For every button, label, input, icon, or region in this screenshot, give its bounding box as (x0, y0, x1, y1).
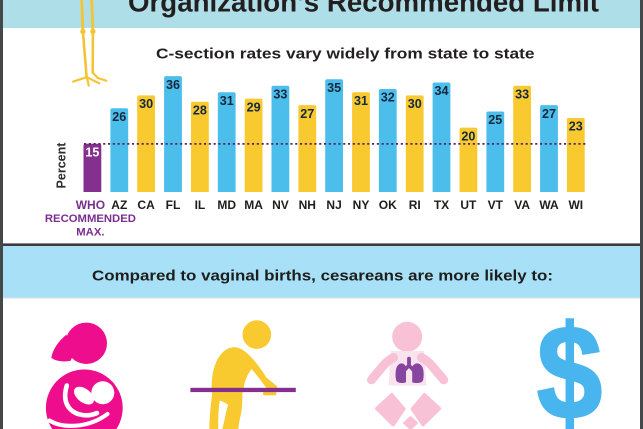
svg-text:WHO: WHO (76, 198, 105, 212)
svg-text:Organization’s Recommended Lim: Organization’s Recommended Limit (128, 0, 599, 18)
svg-text:C-section rates vary widely fr: C-section rates vary widely from state t… (156, 46, 535, 62)
svg-text:RI: RI (409, 198, 421, 212)
svg-text:33: 33 (515, 87, 529, 101)
svg-text:VA: VA (514, 198, 530, 212)
svg-text:$: $ (537, 298, 602, 429)
svg-text:Percent: Percent (55, 142, 69, 189)
svg-text:VT: VT (488, 198, 504, 212)
svg-text:FL: FL (166, 198, 181, 212)
svg-text:31: 31 (354, 94, 368, 108)
svg-text:NV: NV (272, 198, 289, 212)
svg-text:MD: MD (217, 198, 236, 212)
svg-text:MA: MA (244, 198, 263, 212)
svg-text:31: 31 (220, 94, 234, 108)
svg-text:32: 32 (381, 91, 395, 105)
svg-text:CA: CA (137, 198, 155, 212)
svg-text:WI: WI (568, 198, 583, 212)
svg-text:30: 30 (139, 97, 153, 111)
svg-text:23: 23 (569, 120, 583, 134)
svg-text:MAX.: MAX. (76, 227, 104, 239)
svg-text:Compared to vaginal births, ce: Compared to vaginal births, cesareans ar… (92, 269, 553, 285)
svg-text:34: 34 (434, 84, 448, 98)
svg-text:36: 36 (166, 78, 180, 92)
svg-text:15: 15 (85, 145, 99, 159)
svg-text:25: 25 (488, 113, 502, 127)
svg-text:TX: TX (434, 198, 449, 212)
svg-text:30: 30 (408, 97, 422, 111)
svg-text:OK: OK (379, 198, 397, 212)
svg-text:UT: UT (460, 198, 477, 212)
svg-text:IL: IL (195, 198, 206, 212)
svg-text:NJ: NJ (326, 198, 341, 212)
svg-text:WA: WA (539, 198, 559, 212)
svg-text:NY: NY (353, 198, 370, 212)
svg-text:27: 27 (542, 107, 556, 121)
svg-text:29: 29 (247, 100, 261, 114)
svg-text:35: 35 (327, 81, 341, 95)
svg-text:AZ: AZ (111, 198, 127, 212)
svg-text:26: 26 (112, 110, 126, 124)
svg-text:20: 20 (461, 129, 475, 143)
svg-text:27: 27 (300, 107, 314, 121)
svg-text:33: 33 (273, 87, 287, 101)
svg-text:RECOMMENDED: RECOMMENDED (45, 213, 136, 225)
svg-text:28: 28 (193, 104, 207, 118)
svg-text:NH: NH (299, 198, 316, 212)
